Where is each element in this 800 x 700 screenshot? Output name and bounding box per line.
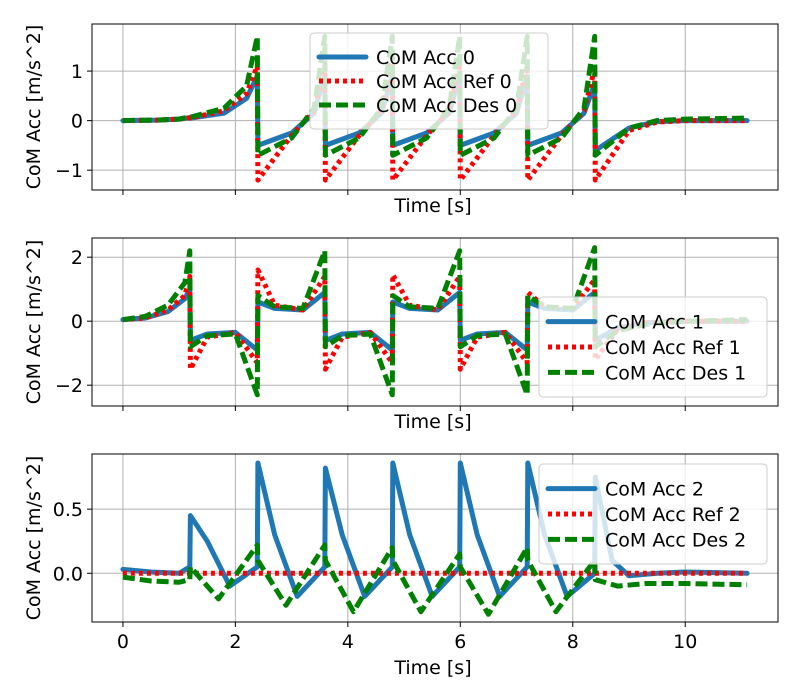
y-tick-label: 0 <box>71 311 83 333</box>
axes-frame <box>91 453 779 623</box>
series-line-dotted <box>122 267 748 372</box>
y-tick-label: −1 <box>55 160 83 182</box>
legend-label: CoM Acc Des 1 <box>605 362 746 384</box>
y-tick-label: 2 <box>71 247 83 269</box>
x-axis-label: Time [s] <box>393 195 471 217</box>
legend: CoM Acc 1 CoM Acc Ref 1 CoM Acc Des 1 <box>538 296 768 398</box>
y-axis-label: CoM Acc [m/s^2] <box>23 240 45 405</box>
legend-label: CoM Acc Des 0 <box>376 95 517 117</box>
x-tick-label: 6 <box>454 631 466 653</box>
x-tick-label: 8 <box>567 631 579 653</box>
x-axis-label: Time [s] <box>393 411 471 433</box>
legend-label: CoM Acc 1 <box>605 312 704 334</box>
legend-label: CoM Acc 0 <box>376 47 475 69</box>
x-tick-label: 0 <box>117 631 129 653</box>
y-tick-label: 0 <box>71 111 83 133</box>
legend-label: CoM Acc Ref 2 <box>605 504 741 526</box>
y-tick-label: 0.5 <box>53 499 83 521</box>
y-tick-label: 1 <box>71 61 83 83</box>
x-tick-label: 10 <box>673 631 697 653</box>
subplot-2: 0 2 4 6 8 10 0.0 0.5 Time [s] CoM Acc [m/s^2] CoM … <box>23 453 779 679</box>
axes-frame <box>91 237 779 407</box>
legend: CoM Acc 2 CoM Acc Ref 2 CoM Acc Des 2 <box>538 463 768 565</box>
legend-box <box>309 32 549 130</box>
axes-frame <box>91 23 779 191</box>
series-line-dashed <box>122 245 748 398</box>
x-tick-label: 4 <box>342 631 354 653</box>
y-axis-label: CoM Acc [m/s^2] <box>23 25 45 190</box>
series-line-dashed <box>122 33 748 158</box>
x-axis-label: Time [s] <box>393 657 471 679</box>
legend-label: CoM Acc Des 2 <box>605 529 746 551</box>
y-axis-label: CoM Acc [m/s^2] <box>23 456 45 621</box>
x-tick-label: 2 <box>229 631 241 653</box>
series-line-dashed <box>122 542 748 617</box>
legend-label: CoM Acc Ref 1 <box>605 337 741 359</box>
legend-label: CoM Acc Ref 0 <box>376 71 512 93</box>
y-tick-label: −2 <box>55 375 83 397</box>
legend-label: CoM Acc 2 <box>605 479 704 501</box>
series-group <box>120 33 750 183</box>
y-tick-label: 0.0 <box>53 563 83 585</box>
